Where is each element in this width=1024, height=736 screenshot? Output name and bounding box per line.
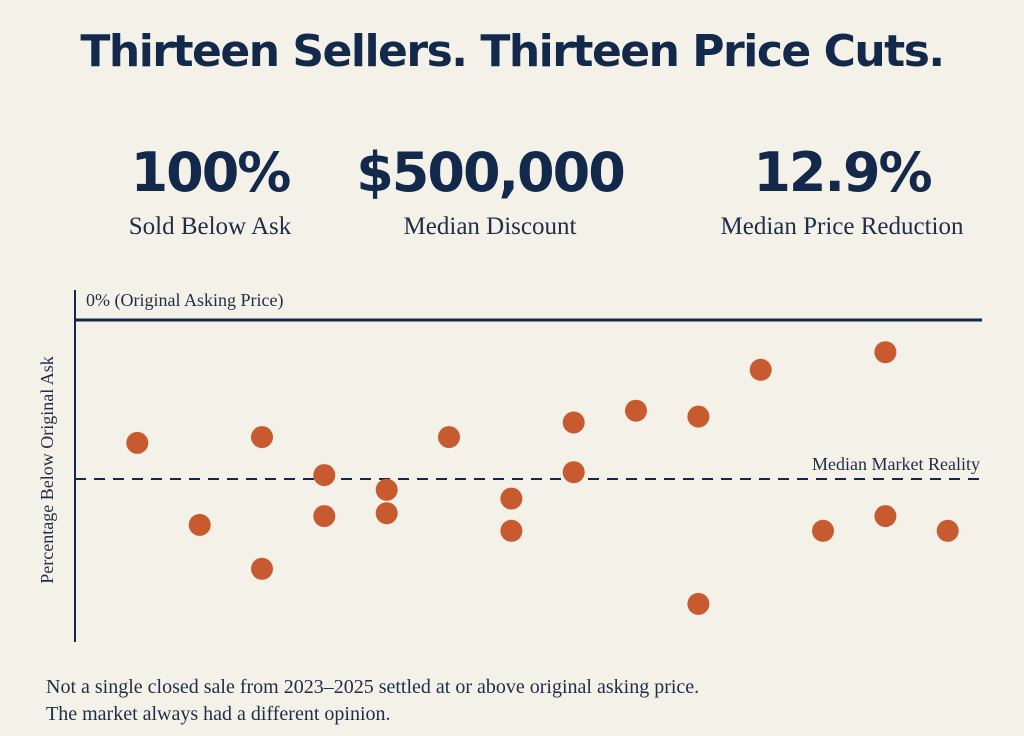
data-point xyxy=(375,502,398,525)
data-point xyxy=(625,399,647,422)
data-point xyxy=(438,426,460,449)
data-point xyxy=(687,405,710,428)
stat-value: $500,000 xyxy=(356,141,626,204)
original-ask-label: 0% (Original Asking Price) xyxy=(86,290,283,311)
stat-label: Sold Below Ask xyxy=(128,213,292,240)
data-point xyxy=(936,519,959,542)
footnote-line: The market always had a different opinio… xyxy=(46,703,391,725)
data-point xyxy=(687,592,710,615)
data-point xyxy=(188,513,211,536)
data-point xyxy=(500,487,523,510)
data-point xyxy=(313,464,336,487)
scatter-chart: 0% (Original Asking Price) Median Market… xyxy=(37,290,982,642)
data-point xyxy=(126,431,149,454)
data-point xyxy=(251,557,273,580)
stat-label: Median Discount xyxy=(403,213,577,240)
data-point xyxy=(562,411,585,434)
y-axis-label: Percentage Below Original Ask xyxy=(37,356,57,583)
data-point xyxy=(500,519,523,542)
data-point xyxy=(375,478,398,501)
chart-title: Thirteen Sellers. Thirteen Price Cuts. xyxy=(80,26,945,77)
footnote: Not a single closed sale from 2023–2025 … xyxy=(46,674,699,728)
data-point xyxy=(749,358,772,381)
stat-median-discount: $500,000 Median Discount xyxy=(320,140,660,242)
data-point xyxy=(874,341,897,364)
median-line-label: Median Market Reality xyxy=(812,454,980,474)
stat-sold-below-ask: 100% Sold Below Ask xyxy=(40,140,380,242)
data-point xyxy=(562,461,585,484)
stat-median-price-reduction: 12.9% Median Price Reduction xyxy=(672,140,1012,242)
data-point xyxy=(313,505,336,528)
data-points xyxy=(126,341,959,615)
footnote-line: Not a single closed sale from 2023–2025 … xyxy=(46,676,700,698)
stat-value: 100% xyxy=(130,141,292,204)
stat-label: Median Price Reduction xyxy=(720,213,964,240)
data-point xyxy=(812,519,834,542)
data-point xyxy=(251,426,273,449)
stat-value: 12.9% xyxy=(753,141,932,204)
data-point xyxy=(874,505,897,528)
